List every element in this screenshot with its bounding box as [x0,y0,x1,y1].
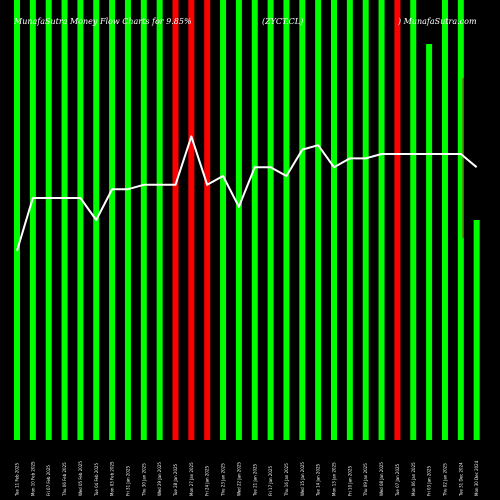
bar [109,0,116,440]
x-tick-label: Wed 05 Feb 2025 [78,461,83,496]
bar [362,0,369,440]
x-tick-label: Thu 23 Jan 2025 [221,463,226,497]
x-tick-label: Tue 14 Jan 2025 [316,463,321,497]
x-tick-label: Wed 15 Jan 2025 [300,462,305,496]
bar [172,0,179,440]
x-tick-label: Mon 03 Feb 2025 [110,461,115,496]
x-tick-label: Fri 24 Jan 2025 [205,466,210,496]
bar [331,0,337,440]
bar [394,0,401,440]
bar [426,44,433,440]
bar [140,0,147,440]
bar [251,0,258,440]
chart-title-middle: (ZYCT.CL) [262,17,303,26]
x-tick-label: Wed 22 Jan 2025 [236,462,241,496]
x-tick-label: Fri 17 Jan 2025 [268,466,273,496]
bar [235,0,242,440]
bar [346,0,353,440]
x-tick-label: Mon 06 Jan 2025 [411,462,416,496]
bar [220,0,227,440]
x-tick-label: Fri 03 Jan 2025 [427,466,432,496]
x-tick-label: Tue 04 Feb 2025 [94,463,99,497]
x-tick-label: Mon 10 Feb 2025 [30,461,35,496]
bar [410,0,417,440]
bar [204,0,211,440]
chart-title-right: ) MunafaSutra.com [397,17,477,26]
bar [45,0,52,440]
x-tick-label: Thu 02 Jan 2025 [442,463,447,497]
bar [188,0,195,440]
bar [299,0,306,440]
x-tick-label: Mon 13 Jan 2025 [332,462,337,496]
x-tick-label: Thu 06 Feb 2025 [62,462,67,497]
x-tick-label: Thu 09 Jan 2025 [363,463,368,497]
bar [124,0,131,440]
bar [283,0,290,440]
bar [267,0,274,440]
x-tick-label: Tue 31 Dec 2024 [458,462,463,497]
bar [457,0,464,440]
bar-series [14,0,480,440]
bar [378,0,385,440]
x-tick-label: Wed 29 Jan 2025 [157,462,162,496]
bar [156,0,163,440]
bar [441,0,448,440]
bar [29,0,36,440]
x-tick-label: Thu 16 Jan 2025 [284,463,289,497]
x-tick-label: Tue 21 Jan 2025 [252,463,257,497]
bar [473,220,480,440]
x-tick-label: Tue 11 Feb 2025 [15,463,20,497]
x-tick-label: Thu 30 Jan 2025 [141,463,146,497]
bar [61,0,68,440]
x-tick-label: Fri 07 Feb 2025 [46,465,51,496]
chart-title-left: MunafaSutra Money Flow Charts for 9.85% [13,17,192,26]
bar [77,0,84,440]
x-tick-label: Mon 30 Dec 2024 [474,460,479,496]
x-tick-label: Wed 08 Jan 2025 [379,462,384,496]
x-tick-label: Tue 07 Jan 2025 [395,463,400,497]
money-flow-line [16,135,478,252]
x-axis-tick-labels: Tue 11 Feb 2025 Mon 10 Feb 2025 Fri 07 Feb… [15,460,480,497]
x-tick-label: Fri 31 Jan 2025 [125,466,130,496]
bar [315,0,322,440]
x-tick-label: Mon 27 Jan 2025 [189,462,194,496]
x-tick-label: Tue 28 Jan 2025 [173,463,178,497]
bar [14,0,20,440]
x-tick-label: Fri 10 Jan 2025 [347,466,352,496]
